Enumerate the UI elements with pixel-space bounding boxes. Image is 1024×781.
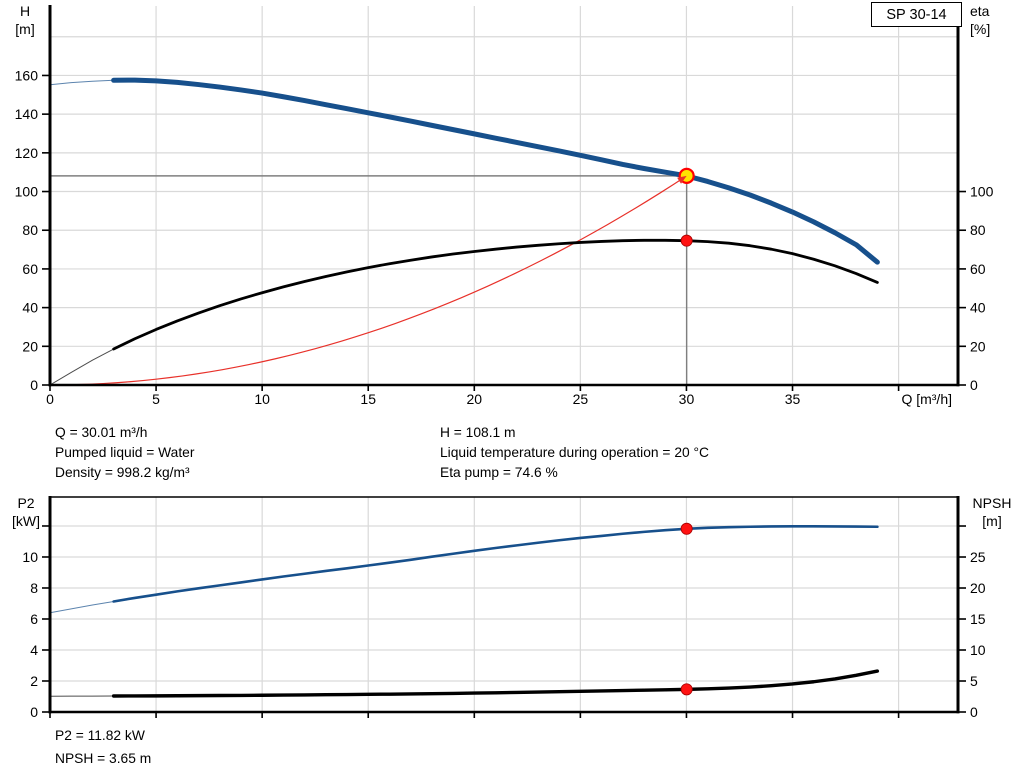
system-curve (49, 175, 687, 386)
head-value: H = 108.1 m (440, 425, 516, 440)
duty-data-right-column: H = 108.1 m Liquid temperature during op… (440, 423, 709, 483)
curve-eta-lead (49, 348, 114, 386)
left-axis-tick-label: 160 (15, 67, 39, 83)
x-axis-title: Q [m³/h] (901, 391, 952, 407)
right-axis-tick-label: 20 (970, 580, 986, 596)
system-curve-arrow (677, 175, 687, 184)
right-axis-tick-label: 60 (970, 261, 986, 277)
x-axis-tick-label: 30 (679, 391, 695, 407)
left-axis-tick-label: 60 (22, 261, 38, 277)
curve-p2-lead (49, 600, 114, 614)
right-axis-tick-label: 20 (970, 338, 986, 354)
left-axis-tick-label: 140 (15, 106, 39, 122)
eta-axis-label: eta [%] (970, 2, 1020, 38)
eta-pump-value: Eta pump = 74.6 % (440, 465, 558, 480)
curve-npsh (111, 669, 880, 698)
h-axis-label-line1: H (19, 3, 31, 19)
npsh-axis-label-line2: [m] (982, 513, 1002, 529)
left-axis-tick-label: 100 (15, 184, 39, 200)
duty-data-left-column: Q = 30.01 m³/h Pumped liquid = Water Den… (55, 423, 194, 483)
left-axis-tick-label: 4 (30, 642, 38, 658)
x-axis-tick-label: 15 (360, 391, 376, 407)
npsh-axis-label-line1: NPSH (972, 495, 1012, 511)
eta-axis-label-line1: eta (970, 3, 990, 19)
p2-value: P2 = 11.82 kW (55, 728, 145, 743)
npsh-axis-label: NPSH [m] (964, 494, 1020, 530)
left-axis-tick-label: 10 (22, 549, 38, 565)
p2-axis-label-line1: P2 (17, 495, 35, 511)
flow-value: Q = 30.01 m³/h (55, 425, 148, 440)
x-axis-tick-label: 20 (467, 391, 483, 407)
npsh-point-marker[interactable] (680, 683, 693, 696)
right-axis-tick-label: 25 (970, 549, 986, 565)
p2-axis-label-line2: [kW] (12, 513, 40, 529)
left-axis-tick-label: 2 (30, 673, 38, 689)
liquid-temperature-value: Liquid temperature during operation = 20… (440, 445, 709, 460)
h-axis-label: H [m] (6, 2, 44, 38)
npsh-value: NPSH = 3.65 m (55, 751, 152, 766)
left-axis-tick-label: 6 (30, 611, 38, 627)
right-axis-tick-label: 10 (970, 642, 986, 658)
left-axis-tick-label: 0 (30, 704, 38, 720)
p2-point-marker[interactable] (680, 522, 693, 535)
left-axis-tick-label: 80 (22, 222, 38, 238)
curve-h-lead (49, 79, 114, 86)
left-axis-tick-label: 40 (22, 300, 38, 316)
hq-eta-chart: 0 20 40 60 80 100 120 140 160 0 20 40 60 80 100 0 5 10 15 2… (15, 5, 994, 407)
x-axis-tick-label: 5 (152, 391, 160, 407)
curve-p2 (112, 525, 879, 603)
p2-npsh-chart: 0 2 4 6 8 10 0 5 10 15 20 25 (22, 496, 986, 720)
power-npsh-column: P2 = 11.82 kW NPSH = 3.65 m (55, 724, 151, 770)
right-axis-tick-label: 40 (970, 300, 986, 316)
eta-point-marker[interactable] (680, 234, 693, 247)
curve-eta (112, 238, 879, 351)
x-axis-tick-label: 10 (254, 391, 270, 407)
x-axis-tick-label: 35 (785, 391, 801, 407)
pump-model-badge: SP 30-14 (871, 2, 962, 27)
right-axis-tick-label: 80 (970, 222, 986, 238)
pumped-liquid-value: Pumped liquid = Water (55, 445, 195, 460)
right-axis-tick-label: 15 (970, 611, 986, 627)
curve-h (111, 77, 880, 265)
x-axis-tick-label: 0 (46, 391, 54, 407)
right-axis-tick-label: 0 (970, 704, 978, 720)
p2-axis-label: P2 [kW] (4, 494, 48, 530)
left-axis-tick-label: 20 (22, 338, 38, 354)
eta-axis-label-line2: [%] (970, 21, 991, 37)
left-axis-tick-label: 0 (30, 377, 38, 393)
density-value: Density = 998.2 kg/m³ (55, 465, 190, 480)
left-axis-tick-label: 120 (15, 145, 39, 161)
right-axis-tick-label: 100 (970, 184, 994, 200)
x-axis-tick-label: 25 (573, 391, 589, 407)
right-axis-tick-label: 5 (970, 673, 978, 689)
left-axis-tick-label: 8 (30, 580, 38, 596)
h-axis-label-line2: [m] (15, 21, 35, 37)
right-axis-tick-label: 0 (970, 377, 978, 393)
